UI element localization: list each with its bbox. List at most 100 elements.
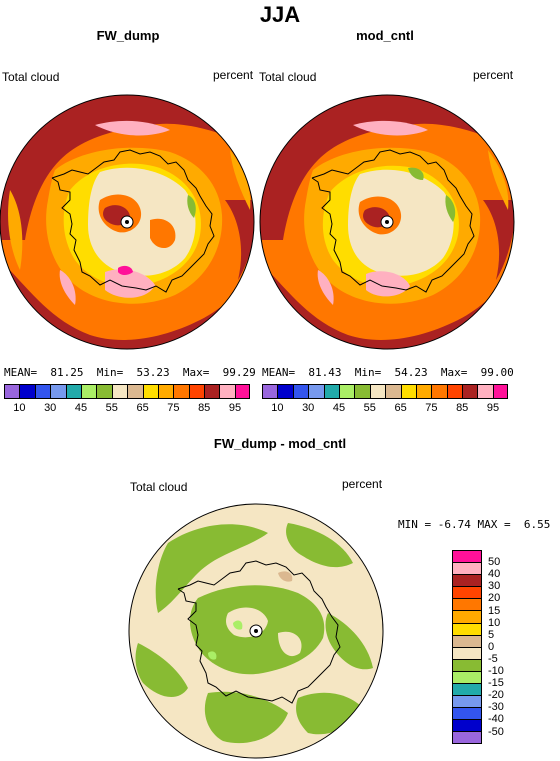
colorbar-box bbox=[400, 384, 416, 399]
colorbar-box bbox=[50, 384, 66, 399]
stats-left: MEAN= 81.25 Min= 53.23 Max= 99.29 bbox=[4, 366, 256, 379]
colorbar-box bbox=[452, 562, 482, 575]
colorbar-tick-label: -10 bbox=[488, 665, 504, 677]
diff-min-label: MIN = bbox=[398, 518, 432, 531]
colorbar-box bbox=[452, 598, 482, 611]
colorbar-tick-label: 55 bbox=[363, 402, 376, 414]
diff-panel-title: FW_dump - mod_cntl bbox=[213, 436, 347, 451]
diff-min-value: -6.74 bbox=[437, 518, 471, 531]
cloud-diff-field bbox=[129, 504, 383, 758]
colorbar-box bbox=[452, 658, 482, 671]
diff-unit-label: percent bbox=[342, 477, 383, 491]
colorbar-box bbox=[452, 646, 482, 659]
panel-title-fw-dump: FW_dump bbox=[96, 28, 160, 43]
colorbar-box bbox=[338, 384, 355, 399]
colorbar-tick-label: 15 bbox=[488, 604, 501, 617]
colorbar-box bbox=[19, 384, 35, 399]
diff-var-label: Total cloud bbox=[130, 480, 188, 494]
colorbar-box bbox=[173, 384, 189, 399]
stat-min-label: Min= bbox=[354, 366, 382, 379]
colorbar-box bbox=[452, 622, 482, 635]
colorbar-tick-label: -30 bbox=[488, 701, 504, 714]
colorbar-diff bbox=[452, 550, 482, 744]
diff-max-value: 6.55 bbox=[523, 518, 551, 531]
colorbar-tick-label: 50 bbox=[488, 556, 501, 569]
stat-min-value: 54.23 bbox=[394, 366, 428, 379]
panel-title-mod-cntl: mod_cntl bbox=[356, 28, 414, 43]
polar-map-mod-cntl bbox=[259, 94, 515, 350]
colorbar-tick-label: 30 bbox=[44, 402, 57, 414]
colorbar-tick-label: 85 bbox=[456, 402, 469, 414]
colorbar-box bbox=[96, 384, 112, 399]
pole-dot-right bbox=[385, 220, 389, 224]
colorbar-box bbox=[452, 707, 482, 720]
stat-max-label: Max= bbox=[440, 366, 468, 379]
stat-max-value: 99.29 bbox=[222, 366, 256, 379]
colorbar-tick-label: 65 bbox=[394, 402, 407, 414]
pole-dot-left bbox=[125, 220, 129, 224]
colorbar-box bbox=[65, 384, 81, 399]
panel-unit-label-right: percent bbox=[473, 68, 514, 82]
colorbar-tick-label: 75 bbox=[425, 402, 438, 414]
coastline bbox=[177, 560, 341, 704]
colorbar-box bbox=[277, 384, 293, 399]
stat-min-value: 53.23 bbox=[136, 366, 170, 379]
stat-mean-value: 81.25 bbox=[50, 366, 84, 379]
colorbar-box bbox=[354, 384, 370, 399]
colorbar-box bbox=[452, 683, 482, 696]
coastline bbox=[311, 149, 475, 293]
colorbar-box bbox=[369, 384, 386, 399]
colorbar-box bbox=[452, 550, 482, 563]
stats-right: MEAN= 81.43 Min= 54.23 Max= 99.00 bbox=[262, 366, 514, 379]
colorbar-box bbox=[431, 384, 447, 399]
colorbar-tick-label: -15 bbox=[488, 677, 504, 690]
colorbar-box bbox=[142, 384, 158, 399]
colorbar-tick-label: -5 bbox=[488, 652, 498, 665]
colorbar-tick-label: 45 bbox=[332, 402, 346, 414]
colorbar-box bbox=[323, 384, 339, 399]
colorbar-box bbox=[452, 670, 482, 684]
panel-unit-label-left: percent bbox=[213, 68, 254, 82]
stat-min-label: Min= bbox=[96, 366, 124, 379]
colorbar-left bbox=[4, 384, 251, 399]
panel-var-label-right: Total cloud bbox=[259, 70, 317, 84]
diff-stats: MIN = -6.74 MAX = 6.55 bbox=[398, 518, 550, 531]
colorbar-box bbox=[452, 695, 482, 708]
colorbar-tick-label: 20 bbox=[488, 592, 501, 605]
colorbar-tick-label: 10 bbox=[271, 402, 284, 414]
map-boundary-right bbox=[259, 94, 515, 350]
colorbar-box bbox=[452, 586, 482, 599]
colorbar-box bbox=[234, 384, 251, 399]
colorbar-box bbox=[127, 384, 143, 399]
colorbar-tick-label: 95 bbox=[228, 402, 242, 414]
colorbar-box bbox=[292, 384, 309, 399]
colorbar-box bbox=[446, 384, 463, 399]
map-boundary-diff bbox=[128, 503, 384, 759]
colorbar-box bbox=[477, 384, 493, 399]
colorbar-box bbox=[80, 384, 97, 399]
colorbar-box bbox=[385, 384, 401, 399]
colorbar-tick-label: 45 bbox=[74, 402, 88, 414]
colorbar-tick-label: -50 bbox=[488, 725, 504, 738]
colorbar-tick-label: 0 bbox=[488, 640, 495, 653]
colorbar-box bbox=[492, 384, 509, 399]
colorbar-box bbox=[308, 384, 324, 399]
stat-mean-label: MEAN= bbox=[262, 366, 296, 379]
panel-var-label-left: Total cloud bbox=[2, 70, 60, 84]
colorbar-tick-label: 30 bbox=[302, 402, 315, 414]
colorbar-box bbox=[262, 384, 278, 399]
season-title: JJA bbox=[259, 2, 301, 27]
colorbar-tick-label: 30 bbox=[488, 580, 501, 593]
colorbar-box bbox=[452, 719, 482, 732]
colorbar-tick-label: 10 bbox=[13, 402, 26, 414]
colorbar-tick-label: 40 bbox=[488, 568, 501, 581]
colorbar-tick-label: 65 bbox=[136, 402, 149, 414]
colorbar-box bbox=[452, 634, 482, 647]
stat-max-value: 99.00 bbox=[480, 366, 514, 379]
stat-mean-value: 81.43 bbox=[308, 366, 342, 379]
pole-dot-diff bbox=[254, 629, 258, 633]
colorbar-tick-label: 95 bbox=[486, 402, 500, 414]
cloud-field-right bbox=[260, 95, 514, 349]
colorbar-box bbox=[462, 384, 478, 399]
colorbar-box bbox=[452, 574, 482, 587]
